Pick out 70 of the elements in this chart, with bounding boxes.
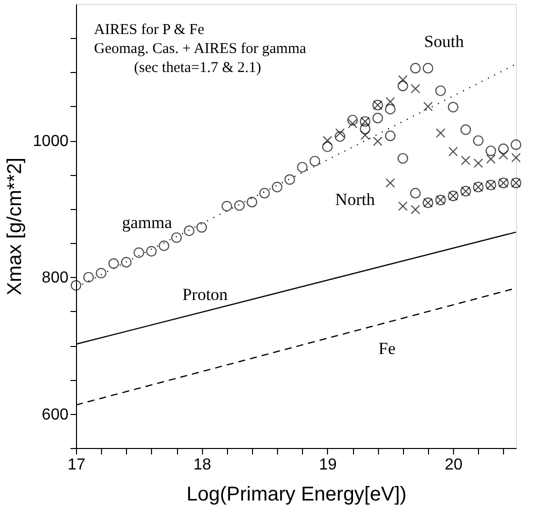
point: [436, 128, 446, 138]
point: [70, 280, 82, 291]
y-tick-label: 800: [42, 270, 69, 287]
point: [474, 158, 484, 168]
point: [398, 80, 408, 92]
point: [348, 118, 358, 128]
x-tick-label: 19: [319, 456, 337, 474]
point: [460, 124, 472, 135]
point: [347, 114, 358, 126]
point: [511, 152, 521, 162]
point: [222, 200, 232, 212]
x-tick-label: 18: [193, 456, 212, 474]
point: [448, 102, 458, 112]
point: [196, 222, 208, 233]
point: [284, 174, 296, 185]
point: [460, 156, 470, 166]
point: [486, 146, 496, 156]
point: [398, 201, 408, 211]
point: [108, 258, 120, 269]
point: [296, 162, 308, 173]
annotation: AIRES for P & Fe: [94, 22, 205, 38]
point: [372, 136, 382, 146]
point: [384, 130, 396, 142]
point: [423, 102, 433, 112]
point: [83, 272, 94, 283]
point: [510, 139, 522, 150]
annotation: Geomag. Cas. + AIRES for gamma: [94, 41, 307, 57]
point: [472, 135, 484, 146]
x-tick-label: 17: [68, 456, 86, 474]
annotation: South: [424, 32, 464, 51]
point: [410, 84, 420, 94]
point: [334, 131, 346, 142]
point: [410, 188, 421, 198]
x-tick-label: 20: [444, 456, 463, 474]
point: [158, 240, 170, 252]
point: [146, 246, 157, 257]
point: [272, 182, 282, 192]
point: [335, 128, 345, 138]
point: [322, 141, 333, 152]
x-axis-title: Log(Primary Energy[eV]): [186, 484, 407, 506]
point: [422, 62, 434, 74]
annotation: North: [335, 190, 376, 209]
point: [234, 200, 245, 211]
annotation: Proton: [182, 285, 228, 304]
point: [435, 85, 446, 96]
point: [386, 96, 396, 106]
point: [96, 268, 106, 278]
point: [398, 75, 408, 85]
point: [448, 146, 458, 156]
point: [322, 136, 332, 146]
point: [246, 196, 258, 208]
y-tick-label: 1000: [32, 133, 69, 150]
point: [398, 153, 408, 164]
point: [486, 154, 496, 164]
annotation: Fe: [378, 339, 396, 358]
point: [310, 156, 320, 166]
y-axis-title: Xmax [g/cm**2]: [4, 158, 26, 296]
point: [410, 62, 421, 74]
annotation: gamma: [122, 213, 172, 232]
point: [184, 226, 194, 236]
point: [410, 204, 420, 214]
point: [259, 188, 270, 198]
point: [386, 178, 396, 188]
point: [120, 256, 132, 268]
point: [384, 104, 396, 114]
y-tick-label: 600: [42, 406, 69, 424]
annotation: (sec theta=1.7 & 2.1): [134, 60, 262, 76]
point: [171, 232, 182, 243]
point: [372, 112, 384, 124]
point: [134, 247, 144, 258]
